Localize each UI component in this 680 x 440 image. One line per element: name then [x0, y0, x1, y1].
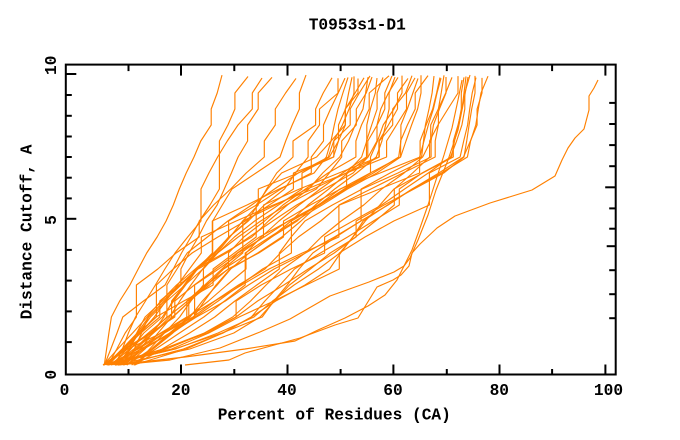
svg-text:20: 20: [171, 382, 190, 400]
svg-text:T0953s1-D1: T0953s1-D1: [309, 17, 406, 35]
svg-text:10: 10: [43, 56, 61, 75]
svg-text:0: 0: [43, 370, 61, 380]
svg-text:60: 60: [383, 382, 402, 400]
svg-text:100: 100: [594, 382, 623, 400]
svg-text:80: 80: [490, 382, 509, 400]
svg-text:5: 5: [43, 215, 61, 225]
svg-text:Distance Cutoff, A: Distance Cutoff, A: [19, 144, 37, 319]
svg-text:40: 40: [277, 382, 296, 400]
svg-text:Percent of Residues (CA): Percent of Residues (CA): [218, 406, 451, 424]
svg-text:0: 0: [60, 382, 70, 400]
